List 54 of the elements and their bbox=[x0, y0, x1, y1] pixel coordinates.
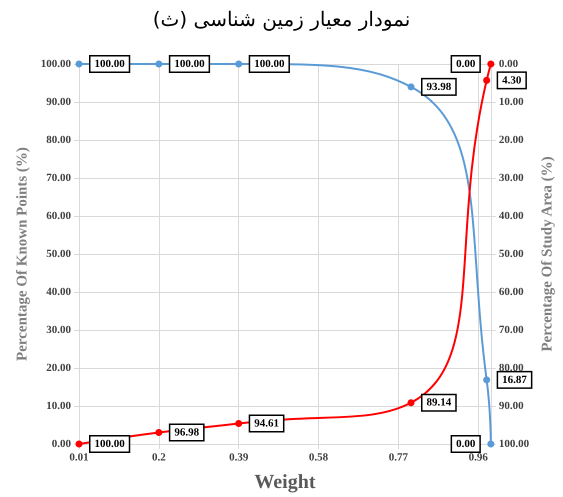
data-label: 100.00 bbox=[174, 58, 206, 70]
x-tick-label: 0.58 bbox=[308, 452, 329, 464]
y-tick-label: 20.00 bbox=[46, 362, 72, 374]
data-label: 100.00 bbox=[254, 58, 285, 70]
y2-tick-label: 0.00 bbox=[498, 58, 519, 70]
y-axis-title: Percentage Of Known Points (%) bbox=[14, 147, 30, 361]
y-tick-label: 60.00 bbox=[46, 210, 72, 222]
x-tick-label: 0.39 bbox=[229, 452, 249, 464]
data-label: 93.98 bbox=[426, 80, 452, 93]
y2-tick-label: 40.00 bbox=[498, 210, 524, 222]
point bbox=[155, 429, 162, 436]
y2-tick-label: 80.00 bbox=[498, 362, 524, 374]
y2-tick-label: 60.00 bbox=[498, 286, 524, 298]
point bbox=[408, 399, 414, 406]
y2-tick-label: 70.00 bbox=[498, 324, 524, 336]
y-tick-label: 80.00 bbox=[46, 134, 72, 146]
x-tick-label: 0.77 bbox=[388, 452, 409, 464]
point bbox=[408, 83, 414, 90]
y-tick-label: 50.00 bbox=[46, 248, 72, 260]
data-label: 94.61 bbox=[254, 418, 279, 430]
x-tick-label: 0.96 bbox=[468, 452, 488, 464]
data-label: 89.14 bbox=[426, 396, 452, 409]
x-tick-label: 0.2 bbox=[152, 452, 166, 464]
point bbox=[76, 440, 82, 448]
y2-axis-title: Percentage Of Study Area (%) bbox=[540, 156, 556, 352]
y-tick-label: 0.00 bbox=[52, 438, 72, 450]
y-tick-label: 10.00 bbox=[46, 400, 72, 412]
y2-tick-label: 20.00 bbox=[498, 134, 524, 146]
y-tick-label: 90.00 bbox=[46, 96, 72, 108]
data-label: 0.00 bbox=[456, 58, 476, 70]
y2-tick-label: 10.00 bbox=[498, 96, 524, 108]
chart-title: (ث) نمودار معیار زمین شناسی bbox=[152, 7, 410, 31]
data-label: 16.87 bbox=[502, 374, 528, 386]
data-label: 100.00 bbox=[94, 438, 126, 450]
y-tick-label: 100.00 bbox=[40, 58, 72, 70]
x-axis-title: Weight bbox=[254, 471, 316, 493]
point bbox=[483, 76, 490, 84]
data-label: 96.98 bbox=[174, 426, 200, 439]
y2-tick-label: 30.00 bbox=[498, 172, 524, 184]
point bbox=[76, 60, 82, 68]
y2-tick-label: 100.00 bbox=[498, 438, 530, 450]
point bbox=[483, 376, 490, 384]
y-tick-label: 40.00 bbox=[46, 286, 72, 298]
y-tick-label: 30.00 bbox=[46, 324, 72, 336]
point bbox=[235, 60, 242, 68]
y2-tick-label: 90.00 bbox=[498, 400, 524, 412]
y-tick-label: 70.00 bbox=[46, 172, 72, 184]
y2-tick-label: 50.00 bbox=[498, 248, 524, 260]
data-label: 100.00 bbox=[94, 58, 126, 70]
x-tick-label: 0.01 bbox=[69, 452, 89, 464]
data-label: 4.30 bbox=[502, 74, 522, 86]
point bbox=[235, 420, 242, 428]
point bbox=[155, 60, 162, 68]
data-label: 0.00 bbox=[456, 438, 476, 450]
